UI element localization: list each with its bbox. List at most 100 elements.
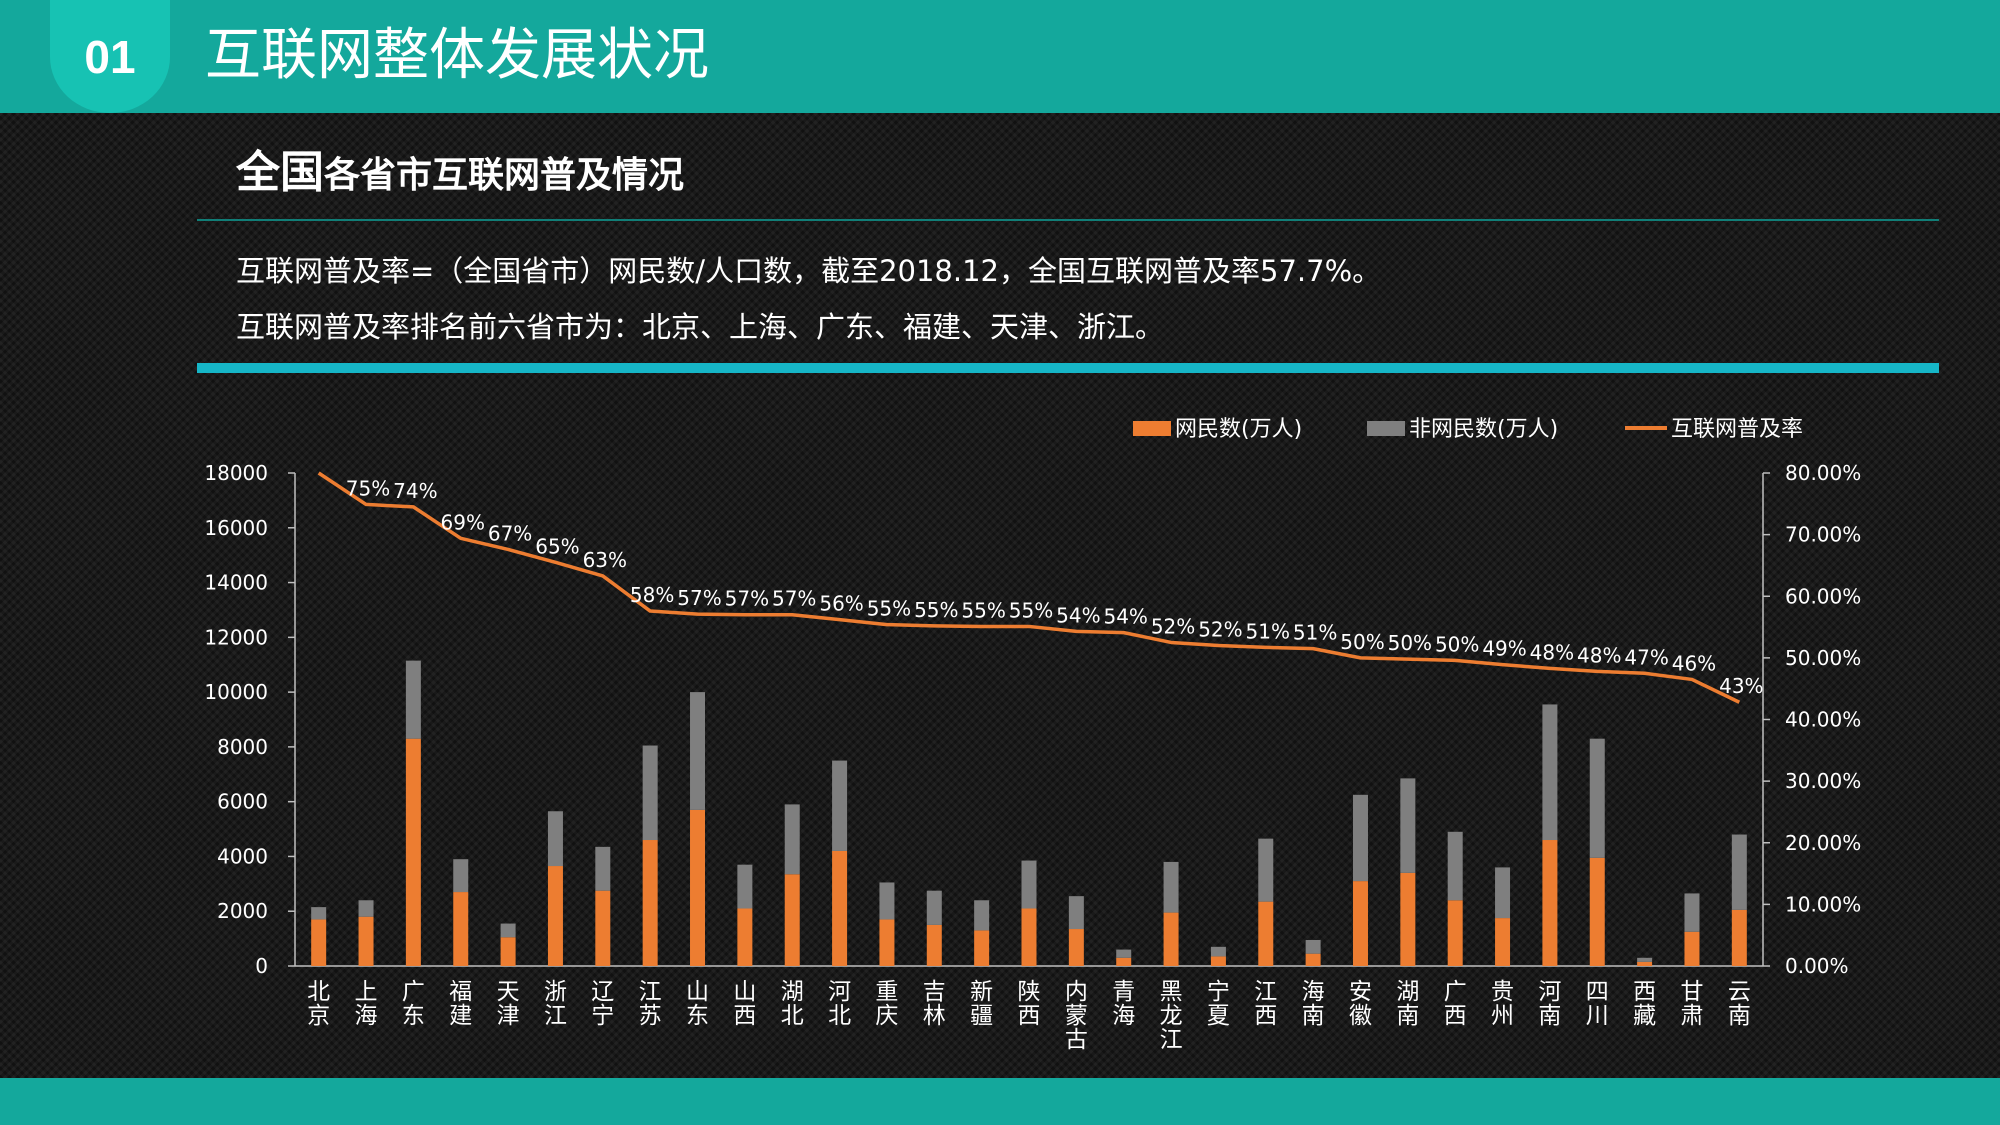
x-category-label: 海南	[1302, 979, 1325, 1029]
rate-data-label: 75%	[346, 476, 390, 500]
y-right-tick-label: 50.00%	[1785, 646, 1861, 670]
x-category-char: 贵	[1491, 979, 1514, 1005]
page-title: 互联网整体发展状况	[205, 23, 709, 88]
x-category-label: 重庆	[875, 979, 898, 1029]
x-category-char: 山	[733, 979, 756, 1005]
bar-non-netizens	[1637, 957, 1653, 962]
rate-data-label: 48%	[1530, 640, 1574, 664]
x-category-char: 徽	[1349, 1003, 1372, 1029]
bar-non-netizens	[453, 859, 469, 893]
rate-data-label: 55%	[961, 598, 1005, 622]
subtitle-big: 全国	[236, 147, 324, 198]
bar-non-netizens	[1163, 861, 1179, 913]
x-category-char: 江	[1254, 979, 1277, 1005]
bar-non-netizens	[311, 907, 327, 920]
x-category-char: 南	[1728, 1003, 1751, 1029]
x-category-label: 湖南	[1396, 979, 1419, 1029]
internet-penetration-chart: 网民数(万人) 非网民数(万人) 互联网普及率 0 2000 4000 6000 8000 1…	[204, 417, 1861, 1053]
x-category-label: 上海	[355, 979, 378, 1029]
bar-netizens	[500, 937, 516, 966]
bar-non-netizens	[1068, 896, 1084, 930]
bar-netizens	[1116, 957, 1132, 966]
rate-data-label: 50%	[1388, 631, 1432, 655]
x-category-char: 海	[1112, 1003, 1135, 1029]
x-category-label: 青海	[1112, 979, 1135, 1029]
rate-data-label: 57%	[725, 587, 769, 611]
x-category-char: 江	[639, 979, 662, 1005]
x-category-char: 上	[355, 979, 378, 1005]
x-category-label: 黑龙江	[1160, 979, 1183, 1053]
x-category-char: 疆	[970, 1003, 993, 1029]
x-category-char: 新	[970, 979, 993, 1005]
x-category-label: 四川	[1586, 979, 1609, 1029]
x-category-char: 北	[781, 1003, 804, 1029]
x-category-label: 山西	[733, 979, 756, 1029]
x-category-char: 川	[1586, 1003, 1609, 1029]
rate-data-label: 63%	[583, 548, 627, 572]
bar-netizens	[784, 874, 800, 966]
bar-netizens	[974, 930, 990, 966]
x-category-label: 河南	[1538, 979, 1561, 1029]
x-category-char: 江	[1160, 1027, 1183, 1053]
bar-netizens	[1400, 872, 1416, 966]
rate-data-label: 48%	[1577, 643, 1621, 667]
x-category-char: 辽	[591, 979, 614, 1005]
bar-non-netizens	[405, 660, 421, 739]
rate-data-label: 52%	[1151, 614, 1195, 638]
rate-data-label: 54%	[1103, 605, 1147, 629]
y-right-tick-label: 70.00%	[1785, 523, 1861, 547]
rate-data-label: 69%	[441, 510, 485, 534]
footer-bar	[0, 1078, 2000, 1125]
x-category-label: 新疆	[970, 979, 993, 1029]
x-category-char: 云	[1728, 979, 1751, 1005]
x-category-label: 云南	[1728, 979, 1751, 1029]
rate-data-label: 58%	[630, 583, 674, 607]
rate-data-label: 65%	[535, 534, 579, 558]
x-category-label: 山东	[686, 979, 709, 1029]
bar-netizens	[1637, 961, 1653, 966]
x-category-char: 肃	[1680, 1003, 1703, 1029]
section-number-badge: 01	[50, 0, 170, 113]
y-right-tick-label: 30.00%	[1785, 769, 1861, 793]
bar-non-netizens	[1589, 738, 1605, 858]
bar-netizens	[1021, 908, 1037, 966]
x-category-char: 宁	[1207, 979, 1230, 1005]
header-bar	[0, 0, 2000, 113]
y-left-tick-label: 4000	[217, 844, 268, 868]
bar-non-netizens	[926, 890, 942, 925]
y-left-tick-label: 8000	[217, 735, 268, 759]
bar-netizens	[879, 919, 895, 966]
subtitle-rest: 各省市互联网普及情况	[324, 155, 685, 196]
bar-non-netizens	[1495, 867, 1511, 919]
bar-non-netizens	[1305, 939, 1321, 954]
x-category-char: 龙	[1160, 1003, 1183, 1029]
x-category-char: 夏	[1207, 1003, 1230, 1029]
rate-data-label: 55%	[1009, 598, 1053, 622]
bar-netizens	[358, 916, 374, 966]
x-category-char: 宁	[591, 1003, 614, 1029]
bar-non-netizens	[879, 882, 895, 920]
rate-data-label: 49%	[1482, 637, 1526, 661]
bar-netizens	[453, 892, 469, 966]
slide-subtitle: 全国各省市互联网普及情况	[236, 136, 684, 200]
x-category-char: 州	[1491, 1003, 1514, 1029]
y-left-tick-label: 2000	[217, 899, 268, 923]
x-category-char: 海	[355, 1003, 378, 1029]
x-category-label: 辽宁	[591, 979, 614, 1029]
rate-data-label: 52%	[1198, 618, 1242, 642]
x-category-label: 江西	[1254, 979, 1277, 1029]
y-left-tick-label: 18000	[204, 461, 268, 485]
x-category-char: 河	[828, 979, 851, 1005]
rate-data-label: 67%	[488, 521, 532, 545]
bar-netizens	[1163, 912, 1179, 966]
bar-non-netizens	[974, 900, 990, 931]
bar-non-netizens	[1258, 838, 1274, 902]
legend-swatch	[1133, 421, 1171, 436]
rate-data-label: 55%	[914, 598, 958, 622]
x-category-char: 安	[1349, 979, 1372, 1005]
bar-netizens	[595, 890, 611, 966]
bar-non-netizens	[1684, 893, 1700, 932]
bar-netizens	[1210, 956, 1226, 966]
x-category-char: 林	[923, 1003, 946, 1029]
x-category-label: 北京	[307, 979, 330, 1029]
